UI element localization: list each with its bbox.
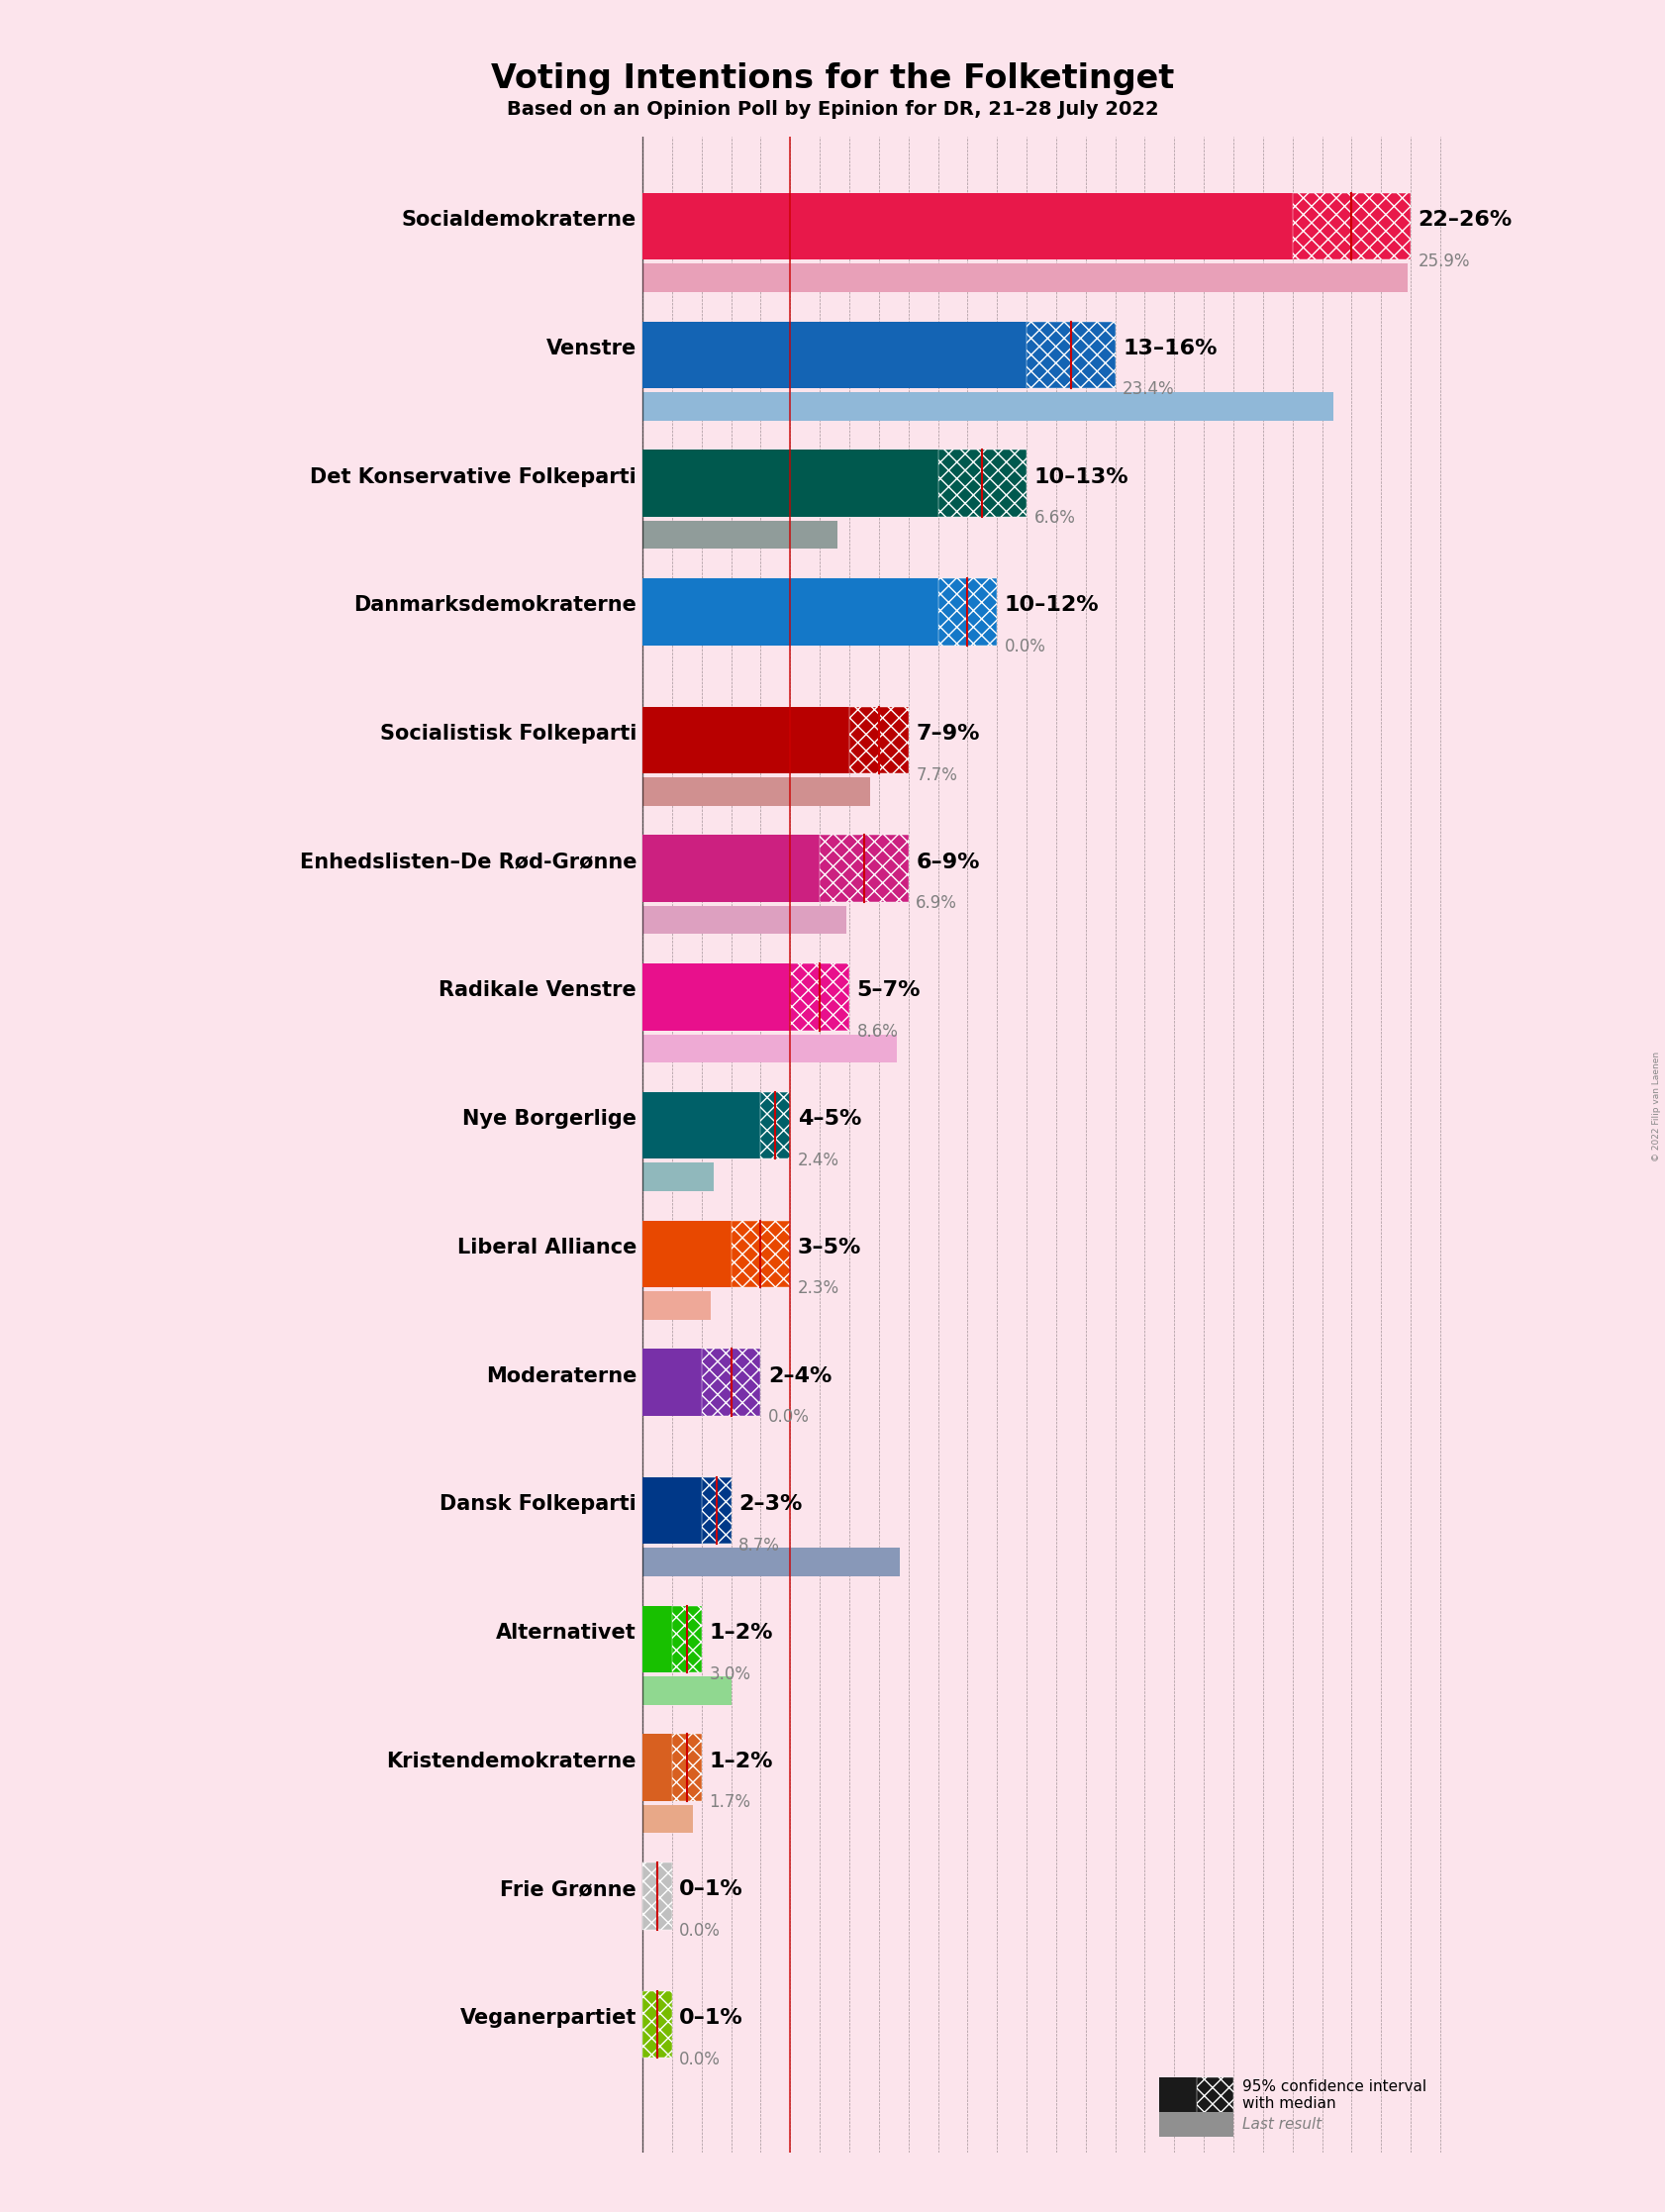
Text: 0.0%: 0.0% [1004,637,1046,655]
Text: Voting Intentions for the Folketinget: Voting Intentions for the Folketinget [491,62,1174,95]
Text: Moderaterne: Moderaterne [486,1367,636,1385]
Bar [643,392,1334,420]
Bar [643,577,937,646]
Text: 22–26%: 22–26% [1419,210,1512,230]
Bar [643,776,871,805]
Text: Danmarksdemokraterne: Danmarksdemokraterne [353,595,636,615]
Text: 10–13%: 10–13% [1034,467,1129,487]
Bar [731,1221,791,1287]
Bar [643,449,937,518]
Bar [819,836,909,902]
Bar [643,708,849,774]
Text: Det Konservative Folkeparti: Det Konservative Folkeparti [310,467,636,487]
Text: 0–1%: 0–1% [679,1880,744,1900]
Text: 7.7%: 7.7% [916,765,957,783]
Bar [643,836,819,902]
Bar [643,192,1292,259]
Text: Veganerpartiet: Veganerpartiet [460,2008,636,2028]
Bar [673,1734,701,1801]
Text: 13–16%: 13–16% [1122,338,1217,358]
Bar [643,520,837,549]
Text: Venstre: Venstre [546,338,636,358]
Bar [1197,2077,1234,2112]
Text: 5–7%: 5–7% [857,980,921,1000]
Text: Last result: Last result [1242,2117,1322,2132]
Bar [643,1035,896,1062]
Bar [643,1292,711,1318]
Bar [643,1221,731,1287]
Text: 1–2%: 1–2% [709,1752,773,1772]
Bar [643,263,1407,292]
Bar [643,1805,693,1834]
Text: 7–9%: 7–9% [916,723,979,743]
Bar [701,1349,761,1416]
Text: 2.3%: 2.3% [798,1281,839,1298]
Text: 8.7%: 8.7% [739,1537,779,1555]
Bar [643,1606,673,1672]
Text: 95% confidence interval
with median: 95% confidence interval with median [1242,2079,1427,2110]
Bar [643,1478,701,1544]
Text: © 2022 Filip van Laenen: © 2022 Filip van Laenen [1652,1051,1662,1161]
Text: Liberal Alliance: Liberal Alliance [458,1237,636,1256]
Text: 1–2%: 1–2% [709,1624,773,1644]
Bar [937,449,1027,518]
Text: Based on an Opinion Poll by Epinion for DR, 21–28 July 2022: Based on an Opinion Poll by Epinion for … [506,100,1159,119]
Bar [791,964,849,1031]
Bar [1027,321,1116,389]
Text: 6.9%: 6.9% [916,894,957,911]
Text: 2.4%: 2.4% [798,1150,839,1168]
Text: Enhedslisten–De Rød-Grønne: Enhedslisten–De Rød-Grønne [300,852,636,872]
Bar [643,321,1027,389]
Text: Alternativet: Alternativet [496,1624,636,1644]
Bar [643,1164,713,1190]
Text: 6.6%: 6.6% [1034,509,1076,526]
Bar [849,708,909,774]
Bar [937,577,997,646]
Text: 0.0%: 0.0% [768,1409,809,1427]
Text: 0–1%: 0–1% [679,2008,744,2028]
Text: Kristendemokraterne: Kristendemokraterne [386,1752,636,1772]
Text: 3.0%: 3.0% [709,1666,751,1683]
Bar [643,964,791,1031]
Text: Radikale Venstre: Radikale Venstre [440,980,636,1000]
Text: 0.0%: 0.0% [679,2051,721,2068]
Text: 2–3%: 2–3% [739,1495,803,1515]
Text: 10–12%: 10–12% [1004,595,1099,615]
Bar [673,1606,701,1672]
Text: 6–9%: 6–9% [916,852,979,872]
Text: Socialdemokraterne: Socialdemokraterne [401,210,636,230]
Text: Nye Borgerlige: Nye Borgerlige [463,1108,636,1128]
Text: 0.0%: 0.0% [679,1922,721,1940]
Text: 3–5%: 3–5% [798,1237,861,1256]
Text: 23.4%: 23.4% [1122,380,1175,398]
Bar [1292,192,1410,259]
Bar [643,1548,899,1577]
Bar [761,1093,791,1159]
Text: 8.6%: 8.6% [857,1022,897,1040]
Bar [1159,2077,1197,2112]
Bar [643,1734,673,1801]
Text: 1.7%: 1.7% [709,1794,751,1812]
Bar [643,1991,673,2057]
Bar [643,1093,761,1159]
Text: 2–4%: 2–4% [768,1367,832,1385]
Text: Socialistisk Folkeparti: Socialistisk Folkeparti [380,723,636,743]
Text: Dansk Folkeparti: Dansk Folkeparti [440,1495,636,1515]
Bar [643,1349,701,1416]
Bar [701,1478,731,1544]
Bar [643,1677,731,1705]
Bar [643,1863,673,1929]
Text: 25.9%: 25.9% [1419,252,1470,270]
Bar [1159,2112,1234,2137]
Text: Frie Grønne: Frie Grønne [499,1880,636,1900]
Bar [643,907,846,933]
Text: 4–5%: 4–5% [798,1108,861,1128]
